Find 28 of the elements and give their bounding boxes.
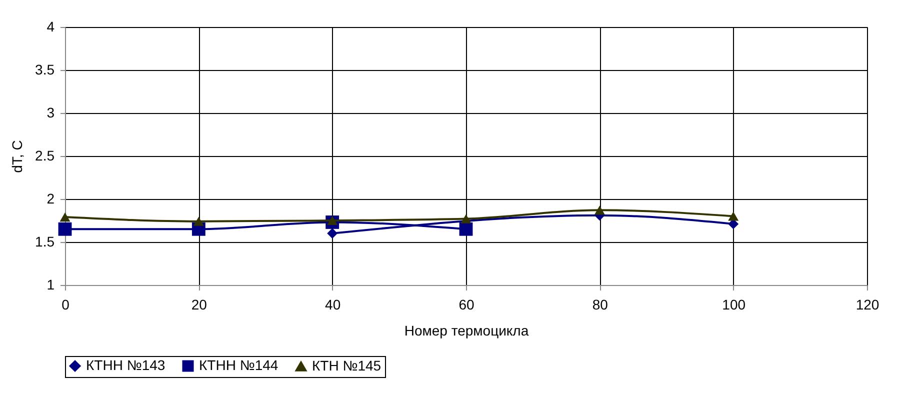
point — [728, 212, 739, 221]
y-axis-title: dT, C — [9, 140, 26, 173]
y-tick-label: 2 — [46, 190, 55, 206]
x-tick-label: 40 — [325, 296, 341, 312]
y-tick-label: 3 — [46, 104, 55, 120]
x-tick-label: 60 — [458, 296, 474, 312]
point — [460, 214, 472, 224]
x-axis-title: Номер термоцикла — [404, 322, 529, 338]
x-tick-label: 80 — [592, 296, 608, 312]
x-tick-label: 100 — [722, 296, 746, 312]
point — [327, 228, 338, 239]
legend-label: КТНН №144 — [199, 357, 278, 373]
x-tick-label: 120 — [856, 296, 880, 312]
point — [60, 212, 70, 222]
x-tick-label: 0 — [62, 296, 70, 312]
legend-label: КТН №145 — [312, 357, 382, 374]
y-tick-label: 2.5 — [35, 148, 55, 164]
point — [58, 222, 72, 236]
legend-label: КТНН №143 — [86, 357, 166, 373]
y-tick-label: 1 — [46, 276, 55, 292]
y-tick-label: 4 — [46, 18, 55, 34]
point — [459, 222, 473, 236]
x-tick-label: 20 — [191, 296, 208, 312]
point — [327, 216, 338, 226]
point — [193, 216, 204, 226]
point — [594, 206, 605, 215]
y-tick-label: 3.5 — [35, 62, 55, 78]
y-tick-label: 1.5 — [35, 234, 55, 250]
